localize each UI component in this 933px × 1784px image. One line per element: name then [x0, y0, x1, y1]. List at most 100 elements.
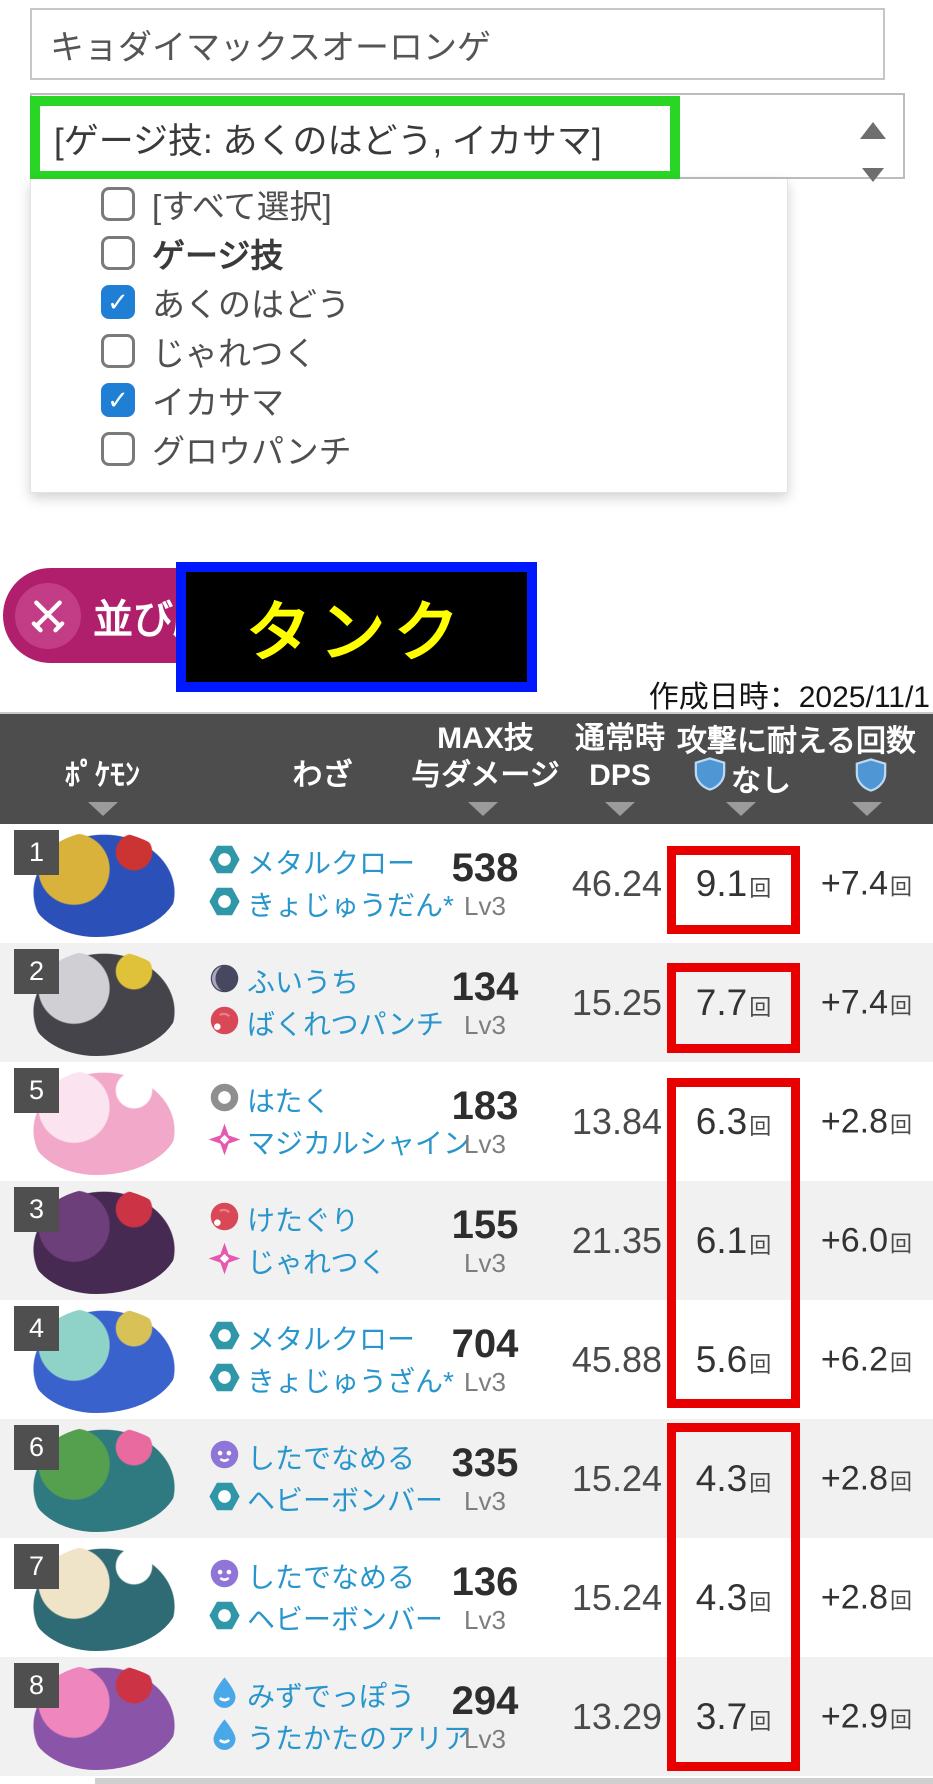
fairy-type-icon — [208, 1123, 241, 1161]
moves-cell: ふいうちばくれつパンチ — [208, 943, 458, 1062]
pokemon-name-input[interactable] — [30, 8, 885, 80]
header-shield-three[interactable] — [812, 758, 930, 800]
filter-option-0[interactable]: [すべて選択] — [31, 179, 787, 228]
dps-value: 21.35 — [571, 1219, 662, 1261]
max-damage-value: 134 — [451, 964, 519, 1009]
rank-badge: 3 — [14, 1187, 59, 1232]
level-label: Lv3 — [464, 1128, 506, 1159]
dps-value: 46.24 — [571, 862, 662, 904]
max-damage-cell: 335 Lv3 — [420, 1441, 550, 1517]
sort-arrow-dps[interactable] — [605, 802, 635, 816]
results-table: ﾎﾟｹﾓﾝ わざ MAX技 与ダメージ 通常時 DPS 攻撃に耐える回数 なし … — [0, 712, 933, 1776]
filter-option-2[interactable]: あくのはどう — [31, 277, 787, 326]
sort-arrow-shield-none[interactable] — [726, 802, 756, 816]
move-entry: ヘビーボンバー — [208, 1479, 443, 1519]
filter-option-4[interactable]: イカサマ — [31, 375, 787, 424]
move-name: みずでっぽう — [247, 1681, 416, 1712]
shield-icon — [854, 758, 888, 800]
move-name: ヘビーボンバー — [247, 1604, 444, 1635]
level-label: Lv3 — [464, 1485, 506, 1516]
max-damage-value: 136 — [451, 1559, 519, 1604]
move-entry: みずでっぽう — [208, 1675, 415, 1715]
dps-value: 45.88 — [571, 1338, 662, 1380]
filter-option-1[interactable]: ゲージ技 — [31, 228, 787, 277]
unchecked-checkbox-icon[interactable] — [101, 333, 135, 368]
moves-cell: メタルクロー きょじゅうだん* — [208, 824, 458, 943]
endure-none-value: 6.3回 — [695, 1100, 772, 1142]
move-entry: したでなめる — [208, 1437, 415, 1477]
endure-none-value: 4.3回 — [695, 1457, 772, 1499]
level-label: Lv3 — [464, 1009, 506, 1040]
level-label: Lv3 — [464, 890, 506, 921]
rank-badge: 7 — [14, 1544, 59, 1589]
max-damage-value: 183 — [451, 1083, 519, 1128]
normal-type-icon — [208, 1081, 241, 1119]
crossed-swords-icon — [15, 582, 81, 649]
checked-checkbox-icon[interactable] — [101, 284, 135, 319]
max-damage-cell: 136 Lv3 — [420, 1560, 550, 1636]
endure-shields-value: +2.8回 — [820, 1102, 913, 1140]
move-entry: ふいうち — [208, 961, 359, 1001]
header-shield-none[interactable]: なし — [672, 756, 812, 800]
move-name: じゃれつく — [247, 1247, 387, 1278]
dps-value: 15.25 — [571, 981, 662, 1023]
header-endure-count[interactable]: 攻撃に耐える回数 — [676, 725, 917, 758]
header-pokemon[interactable]: ﾎﾟｹﾓﾝ — [65, 759, 140, 792]
endure-shields-value: +2.9回 — [820, 1697, 913, 1735]
table-row: 8 みずでっぽう うたかたのアリア 294 Lv3 13.29 3.7回 +2.9回 — [0, 1657, 933, 1776]
header-dps[interactable]: 通常時 DPS — [575, 722, 665, 792]
move-entry: きょじゅうざん* — [208, 1360, 454, 1400]
rank-badge: 5 — [14, 1068, 59, 1113]
rank-badge: 6 — [14, 1425, 59, 1470]
endure-none-value: 9.1回 — [695, 862, 772, 904]
move-entry: したでなめる — [208, 1556, 415, 1596]
header-moves[interactable]: わざ — [292, 759, 353, 792]
water-type-icon — [208, 1718, 241, 1756]
checked-checkbox-icon[interactable] — [101, 382, 135, 417]
endure-shields-value: +7.4回 — [820, 864, 913, 902]
move-entry: メタルクロー — [208, 1318, 415, 1358]
chevron-down-icon[interactable] — [862, 168, 884, 182]
steel-type-icon — [208, 1599, 241, 1637]
moves-cell: みずでっぽううたかたのアリア — [208, 1657, 471, 1776]
table-row: 3 けたぐり じゃれつく 155 Lv3 21.35 6.1回 +6.0回 — [0, 1181, 933, 1300]
fairy-type-icon — [208, 1242, 241, 1280]
max-damage-value: 704 — [451, 1321, 519, 1366]
max-damage-cell: 183 Lv3 — [420, 1084, 550, 1160]
level-label: Lv3 — [464, 1247, 506, 1278]
table-row: 2 ふいうち ばくれつパンチ 134 Lv3 15.25 7.7回 +7.4回 — [0, 943, 933, 1062]
move-entry: マジカルシャイン — [208, 1122, 471, 1162]
sort-arrow-pokemon[interactable] — [88, 802, 118, 816]
filter-option-3[interactable]: じゃれつく — [31, 326, 787, 375]
table-row: 6 したでなめる ヘビーボンバー 335 Lv3 15.24 4.3回 +2.8回 — [0, 1419, 933, 1538]
chevron-up-icon[interactable] — [860, 122, 886, 139]
filter-option-5[interactable]: グロウパンチ — [31, 424, 787, 473]
endure-shields-value: +2.8回 — [820, 1578, 913, 1616]
filter-option-label: じゃれつく — [152, 334, 317, 372]
unchecked-checkbox-icon[interactable] — [101, 235, 135, 270]
max-damage-value: 294 — [451, 1678, 519, 1723]
bottom-divider — [95, 1778, 933, 1784]
header-max-damage[interactable]: MAX技 与ダメージ — [411, 722, 560, 792]
move-name: うたかたのアリア — [247, 1723, 472, 1754]
sort-arrow-max-damage[interactable] — [468, 802, 498, 816]
max-damage-value: 155 — [451, 1202, 519, 1247]
table-row: 5 はたく マジカルシャイン 183 Lv3 13.84 6.3回 +2.8回 — [0, 1062, 933, 1181]
max-damage-cell: 134 Lv3 — [420, 965, 550, 1041]
moves-cell: したでなめる ヘビーボンバー — [208, 1419, 458, 1538]
filter-option-label: ゲージ技 — [152, 236, 284, 274]
max-damage-cell: 704 Lv3 — [420, 1322, 550, 1398]
rank-badge: 8 — [14, 1663, 59, 1708]
endure-none-value: 3.7回 — [695, 1695, 772, 1737]
move-name: ふいうち — [247, 967, 360, 998]
table-row: 4 メタルクロー きょじゅうざん* 704 Lv3 45.88 5.6回 +6.2回 — [0, 1300, 933, 1419]
unchecked-checkbox-icon[interactable] — [101, 431, 135, 466]
moves-cell: けたぐり じゃれつく — [208, 1181, 458, 1300]
endure-shields-value: +2.8回 — [820, 1459, 913, 1497]
steel-type-icon — [208, 885, 241, 923]
moves-cell: したでなめるヘビーボンバー — [208, 1538, 458, 1657]
move-entry: ばくれつパンチ — [208, 1003, 444, 1043]
sort-arrow-shield-three[interactable] — [852, 802, 882, 816]
endure-none-value: 6.1回 — [695, 1219, 772, 1261]
unchecked-checkbox-icon[interactable] — [101, 186, 135, 221]
